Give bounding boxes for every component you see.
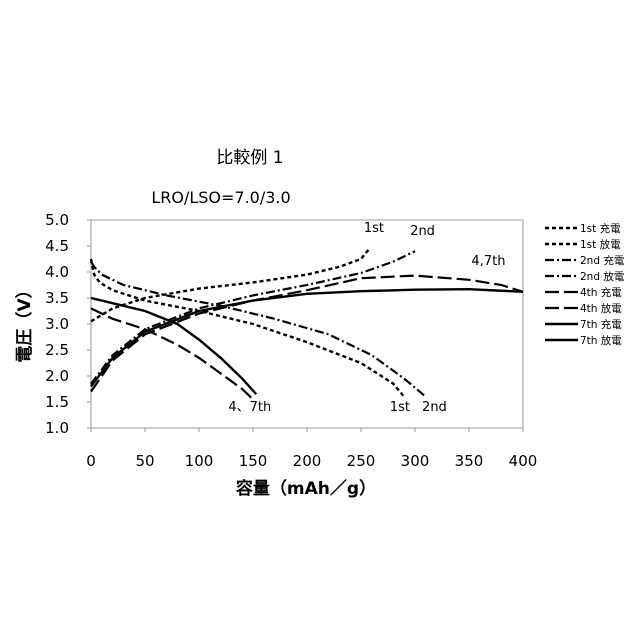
x-tick-label: 150: [239, 452, 268, 470]
legend-label: 4th 充電: [580, 286, 622, 299]
legend-label: 7th 充電: [580, 318, 622, 331]
x-tick-label: 350: [455, 452, 484, 470]
annotation-label: 1st: [364, 221, 384, 236]
y-tick-label: 2.0: [45, 367, 69, 385]
legend-label: 2nd 放電: [580, 270, 625, 283]
chart-title: 比較例 1: [216, 148, 283, 168]
x-axis-title: 容量（mAh／g）: [236, 478, 376, 499]
x-tick-label: 100: [185, 452, 214, 470]
x-tick-label: 250: [347, 452, 376, 470]
legend-label: 2nd 充電: [580, 254, 625, 267]
annotation-label: 1st: [390, 400, 410, 415]
legend: 1st 充電 1st 放電 2nd 充電 2nd 放電 4th 充電 4th 放電 7th …: [545, 222, 625, 347]
legend-label: 1st 放電: [580, 238, 621, 251]
legend-label: 7th 放電: [580, 334, 622, 347]
x-tick-label: 400: [509, 452, 538, 470]
annotation-label: 2nd: [410, 224, 435, 239]
x-tick-label: 200: [293, 452, 322, 470]
annotation-label: 2nd: [422, 400, 447, 415]
chart-subtitle: LRO/LSO=7.0/3.0: [151, 188, 290, 207]
y-tick-label: 3.5: [45, 289, 69, 307]
legend-label: 4th 放電: [580, 302, 622, 315]
y-tick-label: 5.0: [45, 211, 69, 229]
legend-label: 1st 充電: [580, 222, 621, 235]
y-tick-label: 1.0: [45, 419, 69, 437]
y-tick-label: 3.0: [45, 315, 69, 333]
x-tick-label: 50: [135, 452, 154, 470]
y-axis-title: 電圧（V）: [14, 281, 35, 362]
y-tick-label: 4.0: [45, 263, 69, 281]
y-tick-label: 2.5: [45, 341, 69, 359]
x-axis: 0 50 100 150 200 250 300 350 400: [86, 428, 537, 470]
x-tick-label: 0: [86, 452, 96, 470]
y-tick-label: 1.5: [45, 393, 69, 411]
annotation-label: 4,7th: [471, 254, 505, 269]
annotation-label: 4、7th: [228, 400, 271, 415]
series-line-8: [91, 298, 256, 394]
y-tick-label: 4.5: [45, 237, 69, 255]
x-tick-label: 300: [401, 452, 430, 470]
series-line-4: [91, 262, 426, 397]
y-axis: 1.0 1.5 2.0 2.5 3.0 3.5 4.0 4.5 5.0: [45, 211, 91, 437]
series-layer: [91, 249, 523, 400]
series-line-3: [91, 251, 415, 384]
